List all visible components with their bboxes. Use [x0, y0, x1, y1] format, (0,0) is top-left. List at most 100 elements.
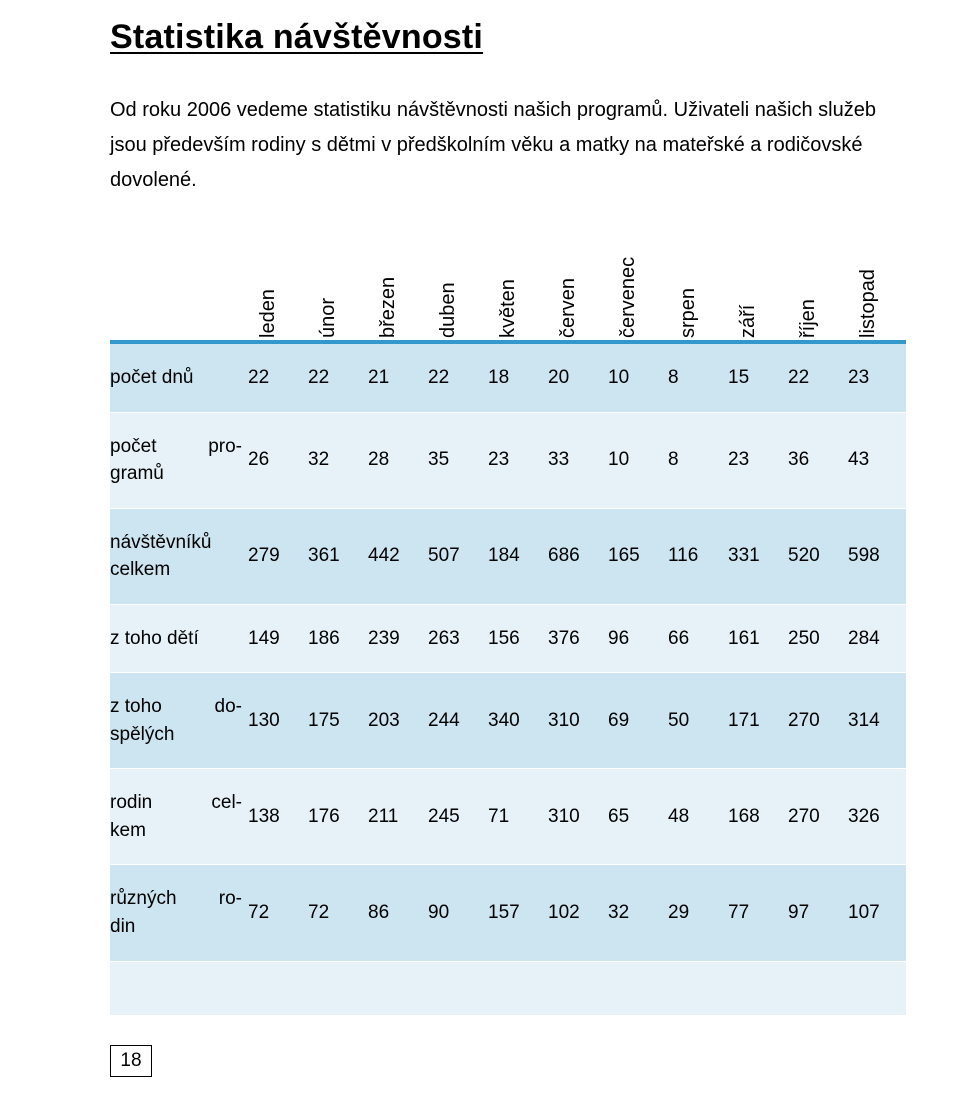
cell: 96	[606, 604, 666, 673]
col-header: únor	[306, 226, 366, 342]
cell: 171	[726, 673, 786, 769]
cell: 314	[846, 673, 906, 769]
row-label-part: rodin	[110, 789, 152, 817]
cell-empty	[786, 961, 846, 1015]
cell: 97	[786, 865, 846, 961]
cell: 32	[306, 412, 366, 508]
row-label: návštěvníků celkem	[110, 508, 246, 604]
table-row: rodin cel- kem 138 176 211 245 71 310 65…	[110, 769, 906, 865]
page-title: Statistika návštěvnosti	[110, 18, 900, 57]
cell: 10	[606, 342, 666, 412]
cell: 15	[726, 342, 786, 412]
row-label-part: návštěvníků	[110, 532, 211, 553]
month-label: únor	[317, 298, 340, 338]
row-label-part: gramů	[110, 463, 164, 484]
cell: 326	[846, 769, 906, 865]
cell: 239	[366, 604, 426, 673]
month-label: srpen	[677, 288, 700, 338]
cell: 32	[606, 865, 666, 961]
cell: 331	[726, 508, 786, 604]
row-label-part: do-	[215, 693, 242, 721]
table-header: leden únor březen duben květen červen če…	[110, 226, 906, 342]
row-label-part: počet	[110, 433, 156, 461]
cell: 22	[306, 342, 366, 412]
col-header: srpen	[666, 226, 726, 342]
cell: 86	[366, 865, 426, 961]
cell: 361	[306, 508, 366, 604]
cell: 156	[486, 604, 546, 673]
cell: 26	[246, 412, 306, 508]
row-label-part: celkem	[110, 559, 170, 580]
col-header: květen	[486, 226, 546, 342]
row-label: z toho dětí	[110, 604, 246, 673]
cell: 8	[666, 412, 726, 508]
cell: 244	[426, 673, 486, 769]
cell: 48	[666, 769, 726, 865]
cell: 270	[786, 673, 846, 769]
cell: 310	[546, 673, 606, 769]
cell-empty	[846, 961, 906, 1015]
cell: 250	[786, 604, 846, 673]
month-label: listopad	[857, 269, 880, 338]
row-label: počet dnů	[110, 342, 246, 412]
month-label: červenec	[617, 257, 640, 338]
col-header: leden	[246, 226, 306, 342]
cell: 186	[306, 604, 366, 673]
month-label: leden	[257, 289, 280, 338]
cell: 50	[666, 673, 726, 769]
cell: 376	[546, 604, 606, 673]
cell: 116	[666, 508, 726, 604]
table-row: počet pro- gramů 26 32 28 35 23 33 10 8 …	[110, 412, 906, 508]
cell: 71	[486, 769, 546, 865]
cell: 65	[606, 769, 666, 865]
cell-empty	[486, 961, 546, 1015]
cell: 23	[486, 412, 546, 508]
cell: 107	[846, 865, 906, 961]
col-header: březen	[366, 226, 426, 342]
cell: 8	[666, 342, 726, 412]
cell: 184	[486, 508, 546, 604]
row-label-part: ro-	[219, 885, 242, 913]
cell: 138	[246, 769, 306, 865]
table-row: počet dnů 22 22 21 22 18 20 10 8 15 22 2…	[110, 342, 906, 412]
cell-empty	[666, 961, 726, 1015]
month-label: září	[737, 305, 760, 338]
cell: 21	[366, 342, 426, 412]
cell: 72	[246, 865, 306, 961]
cell: 77	[726, 865, 786, 961]
table-row: z toho do- spělých 130 175 203 244 340 3…	[110, 673, 906, 769]
intro-paragraph: Od roku 2006 vedeme statistiku návštěvno…	[110, 93, 900, 198]
header-blank	[110, 226, 246, 342]
cell-empty	[110, 961, 246, 1015]
cell: 20	[546, 342, 606, 412]
cell: 69	[606, 673, 666, 769]
row-label-part: spělých	[110, 724, 174, 745]
cell: 22	[246, 342, 306, 412]
cell: 35	[426, 412, 486, 508]
cell: 175	[306, 673, 366, 769]
row-label-part: pro-	[208, 433, 242, 461]
row-label-part: cel-	[211, 789, 242, 817]
row-label: rodin cel- kem	[110, 769, 246, 865]
stats-table: leden únor březen duben květen červen če…	[110, 226, 906, 1016]
row-label: z toho do- spělých	[110, 673, 246, 769]
cell: 686	[546, 508, 606, 604]
page: Statistika návštěvnosti Od roku 2006 ved…	[0, 0, 960, 1115]
month-label: březen	[377, 277, 400, 338]
cell: 149	[246, 604, 306, 673]
row-label-part: z toho	[110, 693, 162, 721]
cell: 176	[306, 769, 366, 865]
col-header: září	[726, 226, 786, 342]
cell-empty	[546, 961, 606, 1015]
cell: 598	[846, 508, 906, 604]
cell: 157	[486, 865, 546, 961]
cell: 520	[786, 508, 846, 604]
cell: 102	[546, 865, 606, 961]
cell: 22	[426, 342, 486, 412]
cell: 203	[366, 673, 426, 769]
month-label: červen	[557, 278, 580, 338]
cell-empty	[426, 961, 486, 1015]
col-header: listopad	[846, 226, 906, 342]
cell: 22	[786, 342, 846, 412]
cell: 43	[846, 412, 906, 508]
